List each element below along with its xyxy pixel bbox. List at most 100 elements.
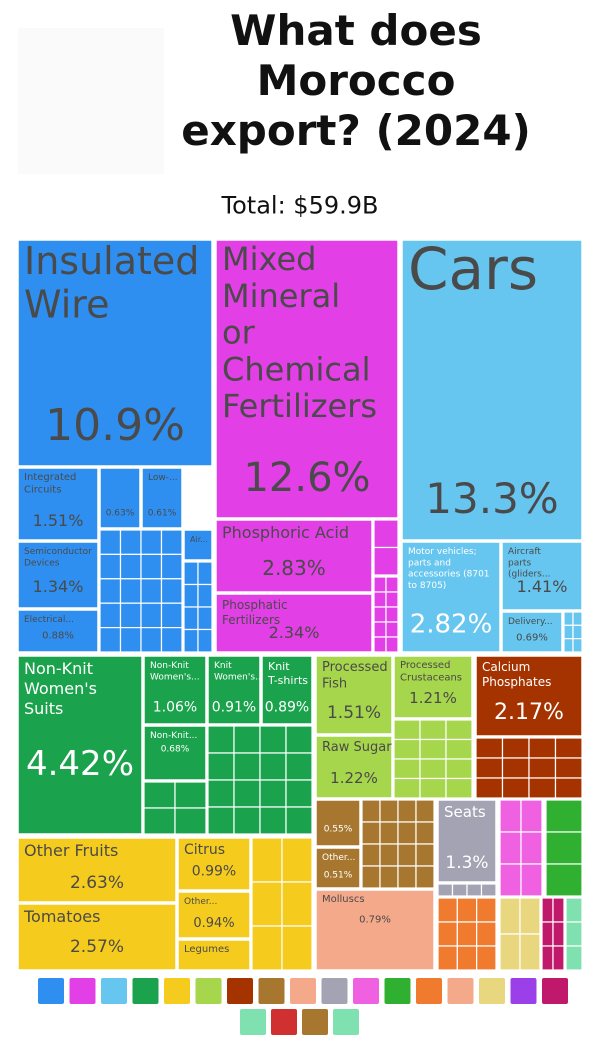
small-tile: [99, 578, 122, 604]
sector-icon: [38, 978, 64, 1004]
tile-label: Non-Knit Women's...: [150, 661, 200, 682]
sector-icon: [447, 978, 474, 1004]
small-tile: [251, 881, 283, 927]
small-tile: [563, 611, 574, 626]
tile: [475, 655, 583, 737]
small-tile: [385, 576, 399, 593]
tile-label: Phosphatic Fertilizers: [222, 598, 288, 627]
tile-label: Other...: [322, 853, 355, 863]
small-tile: [361, 799, 381, 823]
small-tile: [385, 621, 399, 638]
small-tile: [183, 628, 199, 653]
small-tile: [476, 897, 497, 923]
small-tile: [563, 638, 574, 653]
tile-value: 2.17%: [494, 700, 564, 725]
small-tile: [415, 843, 435, 867]
sector-icon: [479, 978, 505, 1004]
tile-label: Integrated Circuits: [24, 472, 76, 496]
tile-label: Knit T-shirts: [267, 660, 308, 687]
small-tile: [281, 837, 313, 883]
small-tile: [183, 583, 199, 608]
small-tile: [174, 807, 207, 835]
tile: [215, 593, 373, 653]
tile-label: Non-Knit...: [150, 731, 197, 741]
tile-label: Electrical...: [24, 615, 74, 625]
small-tile: [456, 921, 478, 947]
small-tile: [197, 606, 213, 631]
small-tile: [99, 626, 122, 653]
tile-value: 2.82%: [410, 609, 493, 639]
small-tile: [233, 725, 261, 754]
small-tile: [565, 897, 583, 923]
small-tile: [475, 757, 504, 779]
sector-icon: [271, 1009, 297, 1035]
small-tile: [379, 865, 399, 889]
small-tile: [373, 546, 399, 576]
small-tile: [528, 777, 557, 799]
small-tile: [281, 881, 313, 927]
sector-icon: [542, 978, 568, 1004]
tile-value: 1.34%: [33, 577, 84, 596]
tile-value: 1.3%: [445, 853, 488, 873]
small-tile: [572, 611, 583, 626]
small-tile: [140, 529, 163, 555]
tile: [401, 239, 583, 541]
tile-label: Other...: [184, 897, 217, 907]
tile-label: Delivery...: [508, 617, 553, 627]
small-tile: [437, 921, 458, 947]
small-tile: [456, 897, 478, 923]
tile: [261, 655, 313, 725]
small-tile: [207, 779, 235, 808]
small-tile: [501, 777, 530, 799]
sector-icon: [101, 978, 127, 1004]
small-tile: [285, 752, 313, 781]
tile: [17, 609, 99, 653]
tile: [215, 519, 373, 593]
tile-value: 0.51%: [324, 871, 353, 881]
tile-label: Seats: [444, 803, 486, 821]
small-tile: [565, 921, 583, 947]
small-tile: [520, 799, 543, 833]
small-tile: [475, 777, 504, 799]
tile: [315, 889, 435, 971]
small-tile: [197, 583, 213, 608]
small-tile: [281, 925, 313, 971]
tile: [393, 655, 473, 719]
small-tile: [499, 933, 521, 971]
tile-value: 10.9%: [45, 400, 185, 451]
small-tile: [99, 602, 122, 629]
small-tile: [143, 781, 176, 809]
tile-value: 0.61%: [148, 509, 177, 519]
tile: [501, 611, 563, 653]
small-tile: [552, 897, 565, 923]
small-tile: [445, 758, 473, 780]
small-tile: [499, 897, 521, 935]
small-tile: [251, 925, 283, 971]
small-tile: [119, 626, 142, 653]
small-tile: [451, 883, 468, 897]
small-tile: [499, 863, 522, 897]
small-tile: [415, 865, 435, 889]
small-tile: [285, 779, 313, 808]
tile-value: 0.99%: [192, 864, 236, 880]
tile-value: 2.83%: [262, 556, 326, 580]
small-tile: [466, 883, 483, 897]
sector-icon: [333, 1009, 359, 1035]
tile: [501, 541, 583, 611]
small-tile: [160, 602, 183, 629]
small-tile: [233, 806, 261, 835]
tile-value: 0.69%: [516, 632, 548, 643]
small-tile: [445, 777, 473, 799]
small-tile: [476, 945, 497, 971]
small-tile: [554, 757, 583, 779]
small-tile: [519, 897, 541, 935]
small-tile: [419, 777, 447, 799]
small-tile: [373, 621, 387, 638]
small-tile: [183, 561, 199, 586]
small-tile: [385, 606, 399, 623]
tile-value: 0.91%: [212, 700, 256, 716]
small-tile: [541, 921, 554, 947]
small-tile: [419, 758, 447, 780]
small-tile: [554, 737, 583, 759]
tile-value: 1.51%: [327, 703, 381, 723]
